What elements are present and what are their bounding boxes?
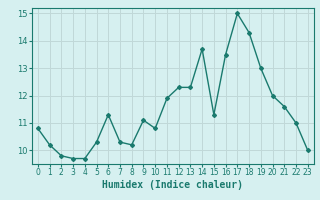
X-axis label: Humidex (Indice chaleur): Humidex (Indice chaleur) bbox=[102, 180, 243, 190]
